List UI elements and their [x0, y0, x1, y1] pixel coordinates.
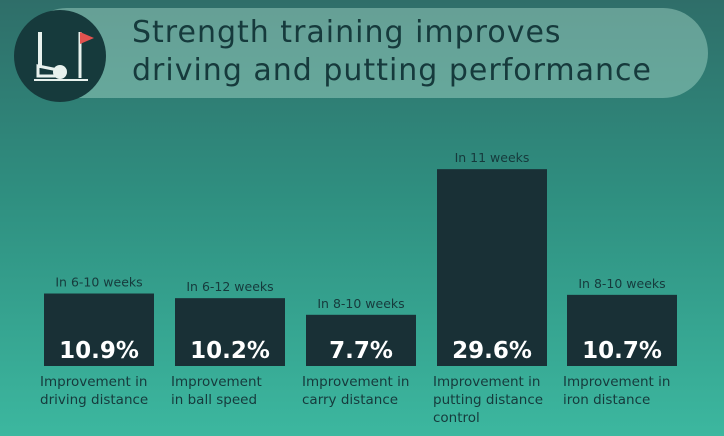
value-label-5: 10.7% — [582, 338, 662, 364]
bar-3 — [306, 314, 416, 366]
timeframe-label-5: In 8-10 weeks — [578, 276, 665, 291]
value-label-4: 29.6% — [452, 338, 532, 364]
value-label-3: 7.7% — [329, 338, 393, 364]
timeframe-label-3: In 8-10 weeks — [317, 296, 404, 311]
bar-1 — [44, 293, 154, 366]
category-label-1-line-2: driving distance — [40, 392, 148, 408]
golf-logo — [14, 10, 106, 102]
timeframe-label-1: In 6-10 weeks — [55, 275, 142, 290]
category-label-4-line-2: putting distance — [433, 392, 543, 408]
flag-icon — [80, 32, 94, 44]
category-label-5-line-2: iron distance — [563, 392, 650, 408]
value-label-2: 10.2% — [190, 338, 270, 364]
timeframe-label-4: In 11 weeks — [455, 150, 530, 165]
bar-5 — [567, 294, 677, 366]
category-label-3-line-2: carry distance — [302, 392, 398, 408]
golf-ball-icon — [53, 65, 67, 79]
category-label-1-line-1: Improvement in — [40, 374, 147, 390]
title-banner — [22, 8, 708, 98]
category-label-2-line-2: in ball speed — [171, 392, 257, 408]
category-label-3-line-1: Improvement in — [302, 374, 409, 390]
bar-2 — [175, 298, 285, 366]
category-label-4-line-3: control — [433, 410, 480, 426]
category-label-4-line-1: Improvement in — [433, 374, 540, 390]
value-label-1: 10.9% — [59, 338, 139, 364]
golf-club-ball-flag-icon — [34, 32, 94, 81]
category-label-2-line-1: Improvement — [171, 374, 262, 390]
title-line-1: Strength training improves — [132, 15, 562, 50]
timeframe-label-2: In 6-12 weeks — [186, 279, 273, 294]
category-label-5-line-1: Improvement in — [563, 374, 670, 390]
chart-title: Strength training improves driving and p… — [132, 14, 652, 90]
bar-4 — [437, 169, 547, 366]
title-line-2: driving and putting performance — [132, 53, 653, 88]
